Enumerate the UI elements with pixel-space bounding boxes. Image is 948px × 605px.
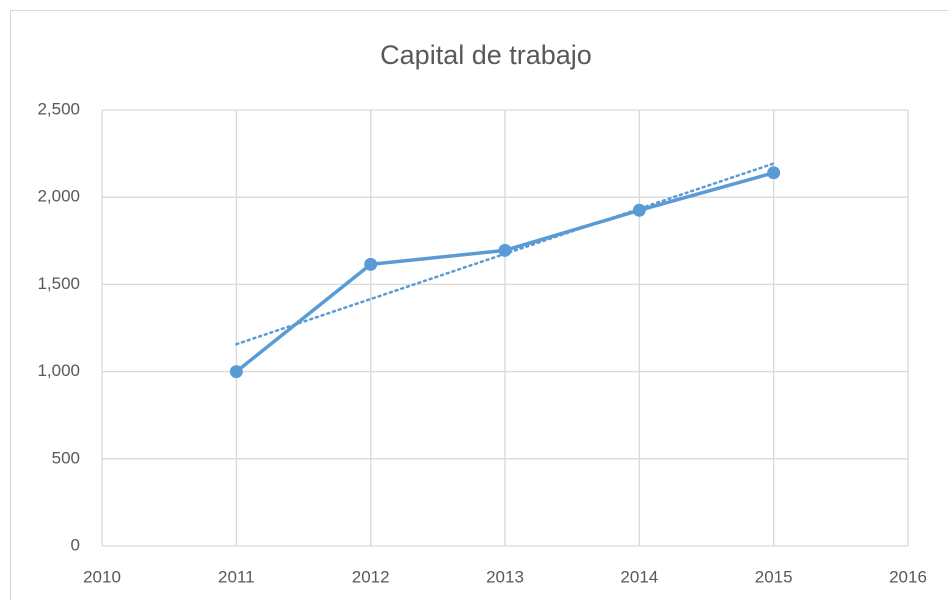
marker [633,204,646,217]
x-tick-label: 2010 [83,567,121,586]
y-tick-label: 2,000 [37,187,80,206]
y-tick-label: 1,500 [37,274,80,293]
y-tick-label: 2,500 [37,99,80,118]
marker [767,166,780,179]
x-tick-label: 2013 [486,567,524,586]
x-tick-label: 2014 [620,567,658,586]
marker [230,365,243,378]
chart-frame [11,11,948,601]
marker [364,258,377,271]
x-tick-label: 2012 [352,567,390,586]
marker [499,244,512,257]
chart-title: Capital de trabajo [380,40,592,70]
y-tick-label: 0 [71,535,80,554]
x-tick-label: 2016 [889,567,927,586]
x-tick-label: 2015 [755,567,793,586]
y-tick-label: 1,000 [37,361,80,380]
y-tick-label: 500 [52,448,80,467]
x-tick-label: 2011 [218,567,255,586]
